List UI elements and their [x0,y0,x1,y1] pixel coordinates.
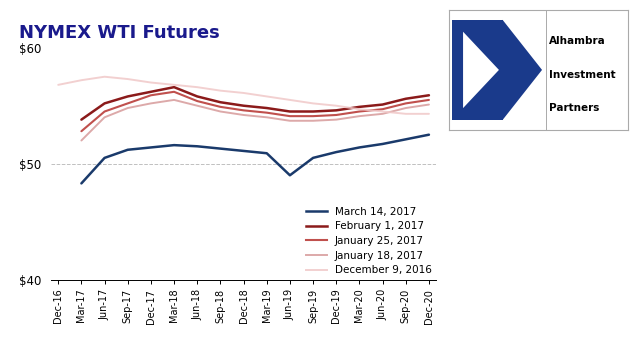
Text: Investment: Investment [549,70,616,80]
Legend: March 14, 2017, February 1, 2017, January 25, 2017, January 18, 2017, December 9: March 14, 2017, February 1, 2017, Januar… [301,203,436,280]
Text: NYMEX WTI Futures: NYMEX WTI Futures [19,24,220,42]
Polygon shape [463,32,499,108]
FancyBboxPatch shape [453,20,503,120]
Text: Alhambra: Alhambra [549,36,606,46]
Text: Partners: Partners [549,103,599,113]
Polygon shape [503,20,542,120]
